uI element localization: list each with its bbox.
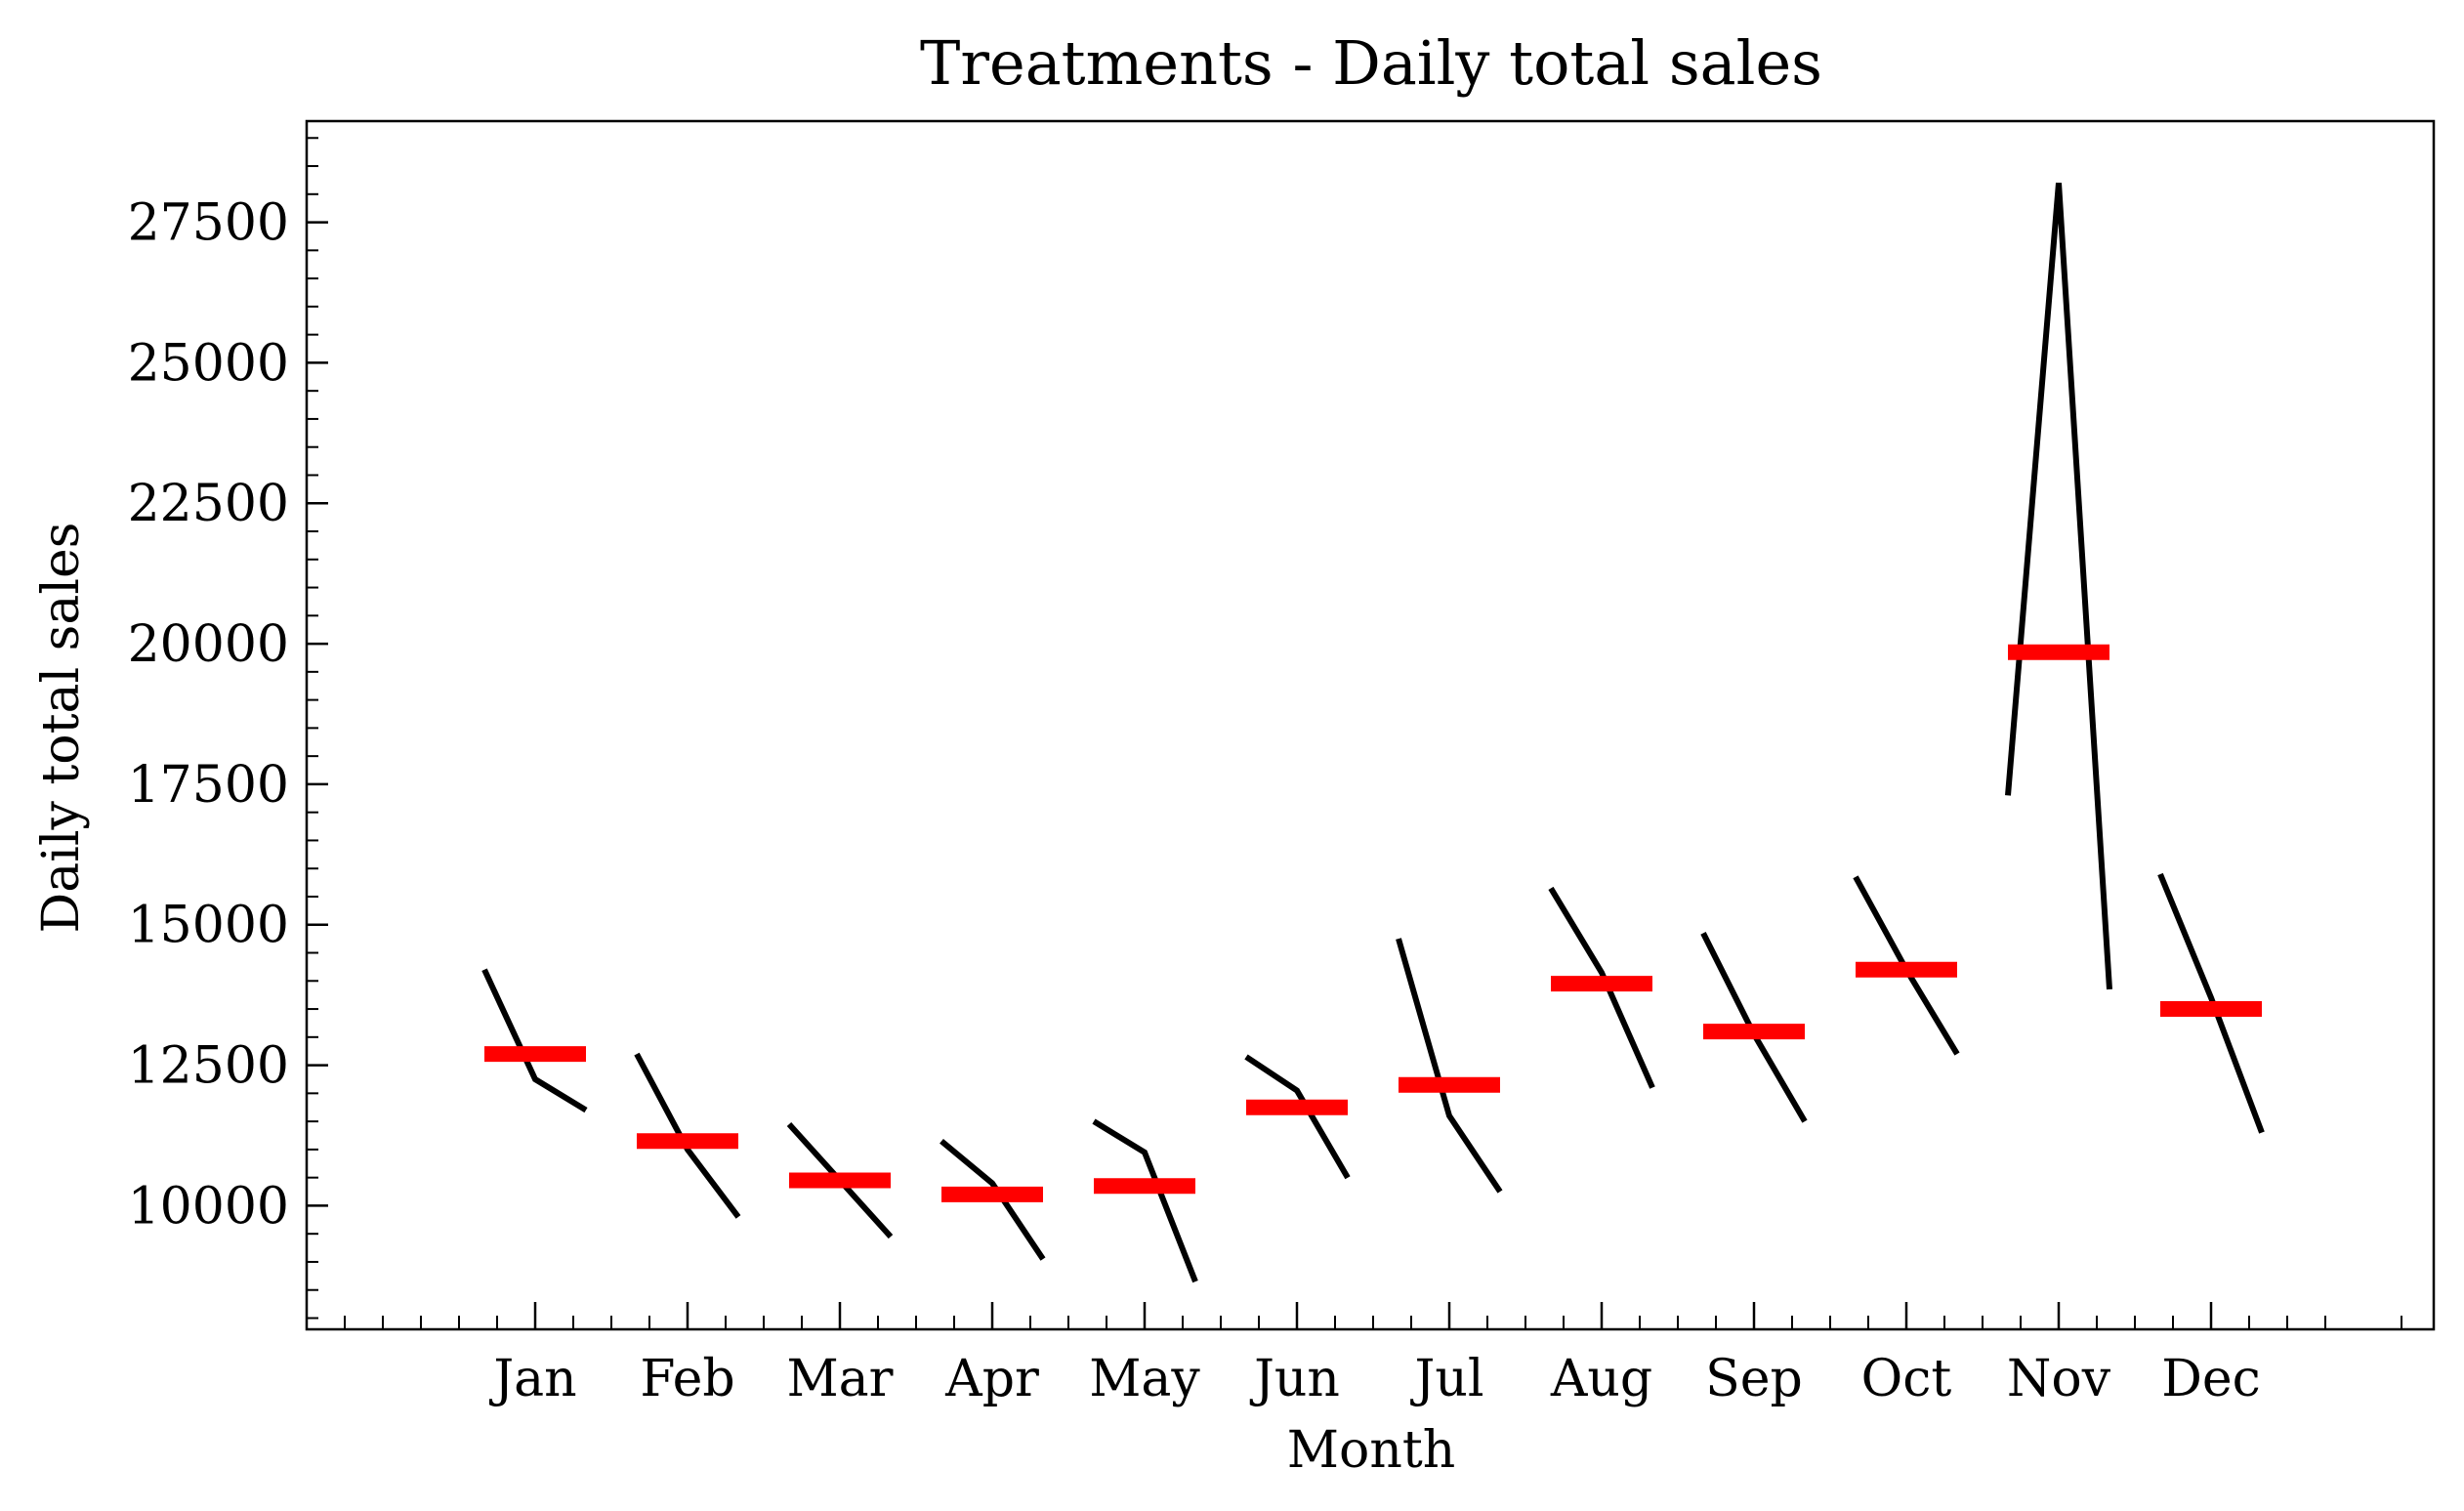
x-tick-label: Sep	[1705, 1350, 1803, 1408]
y-tick-label: 17500	[128, 756, 289, 815]
y-tick-label: 12500	[128, 1037, 289, 1096]
x-tick-label: Jul	[1410, 1350, 1484, 1408]
plot-area: 10000 12500 15000 17500 20000 22500 25000 27500…	[128, 119, 2436, 1408]
x-tick-label: Mar	[786, 1350, 893, 1408]
x-tick-label: May	[1089, 1350, 1200, 1408]
plot-frame	[305, 119, 2436, 1331]
subseries-line	[1244, 1054, 1351, 1180]
x-axis-label: Month	[1287, 1421, 1455, 1480]
subseries-line	[1092, 1118, 1198, 1283]
x-tick-label: Dec	[2161, 1350, 2261, 1408]
x-tick-label: Nov	[2007, 1350, 2111, 1408]
subseries-line	[2005, 183, 2112, 990]
x-tick-label: Jun	[1249, 1350, 1340, 1408]
x-tick-label: Apr	[944, 1350, 1039, 1408]
x-tick-label: Jan	[488, 1350, 576, 1408]
y-tick-label: 27500	[128, 194, 289, 253]
y-axis-label: Daily total sales	[32, 523, 91, 934]
y-tick-label: 10000	[128, 1177, 289, 1236]
x-tick-label: Aug	[1550, 1350, 1652, 1408]
subseries-line	[481, 968, 588, 1113]
y-tick-label: 25000	[128, 334, 289, 393]
x-tick-label: Feb	[640, 1350, 734, 1408]
subseries-line	[2157, 872, 2265, 1134]
subseries-line	[634, 1052, 741, 1219]
subseries-line	[1396, 938, 1503, 1194]
chart-title: Treatments - Daily total sales	[920, 27, 1822, 99]
y-tick-label: 22500	[128, 475, 289, 533]
y-tick-label: 20000	[128, 615, 289, 674]
subseries-line	[1548, 886, 1655, 1089]
x-tick-label: Oct	[1861, 1350, 1952, 1408]
y-tick-label: 15000	[128, 897, 289, 955]
subseries-line	[940, 1138, 1046, 1261]
